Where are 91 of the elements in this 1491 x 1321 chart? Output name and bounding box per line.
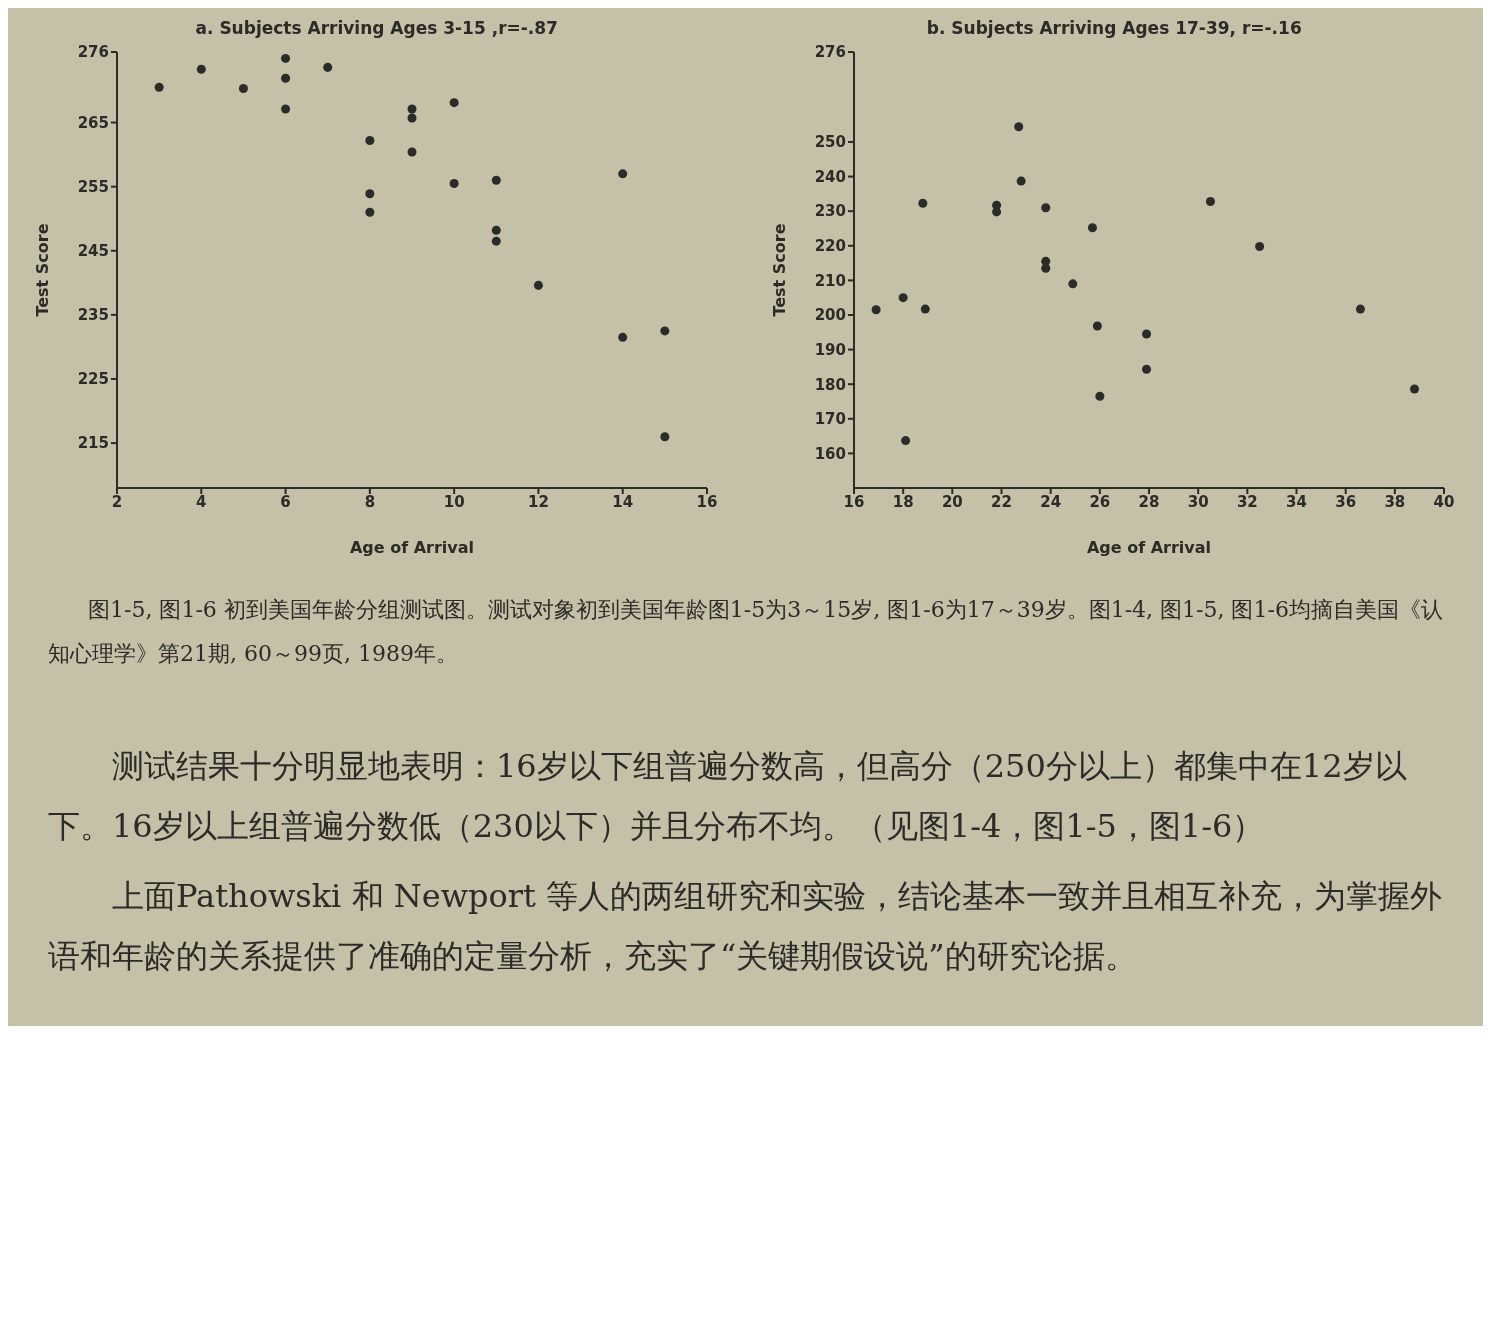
point: [407, 147, 417, 157]
point: [196, 64, 206, 74]
x-tick-label: 18: [892, 492, 914, 511]
point: [1206, 196, 1216, 206]
y-tick-label: 276: [814, 43, 847, 62]
point: [449, 98, 459, 108]
point: [660, 326, 670, 336]
point: [898, 293, 908, 303]
point: [1142, 364, 1152, 374]
x-axis-title: Age of Arrival: [1087, 538, 1212, 557]
x-tick-label: 4: [195, 492, 207, 511]
point: [407, 113, 417, 123]
x-tick-label: 12: [527, 492, 549, 511]
point: [280, 73, 290, 83]
point: [1088, 223, 1098, 233]
y-tick-label: 265: [77, 113, 109, 132]
y-tick-label: 225: [77, 370, 109, 389]
x-tick-label: 10: [443, 492, 465, 511]
point: [449, 178, 459, 188]
y-tick-label: 245: [77, 242, 109, 261]
y-tick-label: 255: [77, 177, 109, 196]
point: [660, 432, 670, 442]
point: [491, 175, 501, 185]
x-tick-label: 6: [280, 492, 291, 511]
point: [901, 436, 911, 446]
point: [1068, 279, 1078, 289]
x-tick-label: 24: [1040, 492, 1062, 511]
point: [918, 198, 928, 208]
x-tick-label: 30: [1187, 492, 1209, 511]
point: [365, 135, 375, 145]
y-tick-label: 160: [814, 444, 847, 463]
x-tick-label: 16: [843, 492, 865, 511]
y-tick-label: 210: [814, 271, 847, 290]
text: 测试结果十分明显地表明：16岁以下组普遍分数高，但高分（250分以上）都集中在12岁以下。16岁以上组普遍分数低（230以下）并且分布不均。（见图1-4，图1-5，图1-6）: [48, 746, 1408, 847]
point: [280, 104, 290, 114]
x-tick-label: 20: [942, 492, 964, 511]
point: [1016, 176, 1026, 186]
point: [533, 280, 543, 290]
x-tick-label: 2: [111, 492, 122, 511]
y-tick-label: 170: [814, 410, 847, 429]
point: [1041, 263, 1051, 273]
point: [1356, 304, 1366, 314]
point: [407, 104, 417, 114]
point: [1255, 241, 1265, 251]
point: [1142, 329, 1152, 339]
y-tick-label: 180: [814, 375, 847, 394]
x-tick-label: 34: [1286, 492, 1308, 511]
point: [365, 207, 375, 217]
y-tick-label: 276: [77, 43, 109, 62]
x-tick-label: 36: [1335, 492, 1357, 511]
point: [921, 304, 931, 314]
y-axis-title: Test Score: [769, 223, 789, 317]
x-tick-label: 32: [1237, 492, 1259, 511]
x-tick-label: 22: [991, 492, 1013, 511]
y-tick-label: 215: [77, 434, 109, 453]
text: 上面Pathowski 和 Newport 等人的两组研究和实验，结论基本一致并且相互补充，为掌握外语和年龄的关系提供了准确的定量分析，充实了“关键期假设说”的研究论据。: [48, 876, 1443, 977]
chart-title: a. Subjects Arriving Ages 3-15 ,r=-.87: [194, 18, 559, 38]
x-tick-label: 14: [612, 492, 633, 511]
point: [154, 82, 164, 92]
y-tick-label: 230: [814, 202, 847, 221]
point: [365, 189, 375, 199]
point: [322, 62, 332, 72]
y-axis-title: Test Score: [32, 223, 52, 317]
y-tick-label: 200: [814, 306, 847, 325]
y-tick-label: 250: [814, 133, 847, 152]
point: [491, 236, 501, 246]
y-tick-label: 235: [77, 306, 109, 325]
point: [871, 305, 881, 315]
x-tick-label: 38: [1384, 492, 1406, 511]
point: [1041, 203, 1051, 213]
x-tick-label: 16: [696, 492, 718, 511]
y-tick-label: 240: [814, 167, 847, 186]
point: [617, 332, 627, 342]
point: [992, 207, 1002, 217]
x-tick-label: 40: [1433, 492, 1455, 511]
x-tick-label: 28: [1138, 492, 1160, 511]
x-axis-title: Age of Arrival: [349, 538, 474, 557]
point: [238, 84, 248, 94]
point: [280, 53, 290, 63]
x-tick-label: 8: [364, 492, 375, 511]
y-tick-label: 220: [814, 237, 847, 256]
x-tick-label: 26: [1089, 492, 1111, 511]
point: [1014, 122, 1024, 132]
caption: 图1-5, 图1-6 初到美国年龄分组测试图。测试对象初到美国年龄图1-5为3～15岁, 图1-6为17～39岁。图1-4, 图1-5, 图1-6均摘自美国《认知心理学》第21期, 60～99页, 1989年。: [48, 596, 1443, 668]
point: [617, 169, 627, 179]
point: [1095, 391, 1105, 401]
y-tick-label: 190: [814, 340, 847, 359]
point: [491, 225, 501, 235]
chart-title: b. Subjects Arriving Ages 17-39, r=-.16: [925, 18, 1303, 38]
point: [1093, 321, 1103, 331]
point: [1410, 384, 1420, 394]
